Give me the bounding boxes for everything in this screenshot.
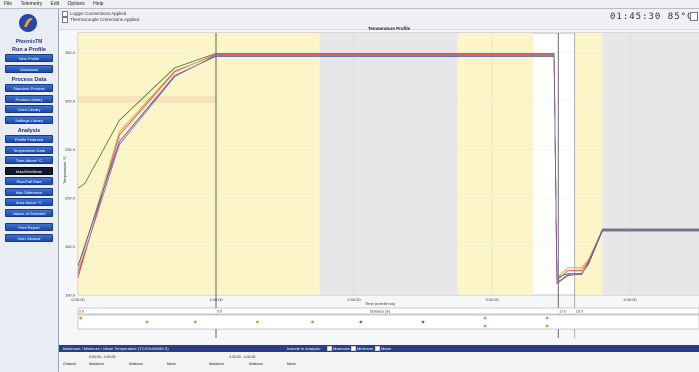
y-tick-label: 300.0 (65, 98, 76, 103)
x-tick-label: 1:00:00 (209, 297, 223, 302)
x-tick-label: 3:00:00 (485, 297, 499, 302)
group-2-header: 4:30:00 - 4:44:30 (229, 355, 256, 359)
col-max-2: Maximum (209, 362, 225, 366)
event-marker-0 (79, 316, 83, 320)
sidebar-button-area-above-c[interactable]: Area Above °C (5, 198, 53, 206)
y-tick-label: 250.0 (65, 147, 76, 152)
col-mean-2: Mean (287, 362, 296, 366)
x-tick-label: 0:00:00 (71, 297, 85, 302)
chart-title: Temperature Profile (368, 26, 411, 31)
temperature-profile-chart[interactable]: 100.0 150.0 200.0 250.0 300.0 350.0 0:00:00 1:0… (0, 0, 699, 344)
series-line-3 (77, 55, 699, 285)
y-tick-label: 150.0 (65, 244, 76, 249)
clock-time: 01:45:30 (610, 12, 662, 22)
sidebar-button-max-min-mean[interactable]: Max/Min/Mean (5, 166, 53, 175)
y-axis-label: Temperature °C (62, 156, 67, 184)
logger-corrections-checkbox[interactable]: Logger Connections Applied (62, 11, 126, 17)
phoenix-logo-icon (19, 14, 37, 32)
distance-axis-label: Distance (m) (370, 310, 390, 314)
sidebar-button-print-report[interactable]: Print Report (5, 223, 53, 231)
menu-edit[interactable]: Edit (50, 1, 60, 7)
distance-axis (77, 307, 699, 315)
clock-temp: 85°C (667, 12, 694, 22)
zone-yellow-1 (216, 33, 320, 295)
group-1-header: 0:00:00 - 4:30:00 (89, 355, 116, 359)
zone-yellow-3 (574, 33, 603, 295)
col-max-1: Maximum (89, 362, 105, 366)
menu-bar: File Telemetry Edit Options Help (0, 0, 699, 9)
zone-grey-0 (319, 33, 458, 295)
section-process-data: Process Data (11, 77, 47, 83)
menu-help[interactable]: Help (93, 1, 104, 7)
distance-tick-label: 18.0 (576, 310, 583, 314)
x-tick-label: 4:00:00 (623, 297, 637, 302)
series-line-4 (77, 54, 699, 284)
col-mean-1: Mean (167, 362, 176, 366)
top-strip (59, 9, 699, 29)
event-strip (77, 314, 699, 330)
x-axis-label: Time (mm:hh:ss) (365, 301, 396, 306)
event-marker-5 (359, 320, 363, 324)
zone-yellow-2 (457, 33, 534, 295)
option-minimum[interactable]: Minimum (351, 345, 373, 352)
sidebar-button-max-difference[interactable]: Max Difference (5, 187, 53, 196)
y-tick-label: 200.0 (65, 195, 76, 200)
bottom-title: Maximum / Minimum / Mean Temperature (TC… (63, 346, 169, 351)
clock-box (690, 12, 698, 21)
event-marker-1 (145, 320, 149, 324)
highlight-band (78, 96, 216, 103)
clock-readout: 01:45:30 85°C (610, 12, 693, 22)
options-label: Include in Analysis: (287, 346, 322, 351)
sidebar-button-profile-features[interactable]: Profile Features (5, 135, 53, 143)
sidebar-button-download[interactable]: Download (5, 64, 53, 73)
col-min-2: Minimum (249, 362, 264, 366)
event-marker-10 (545, 324, 549, 328)
y-tick-label: 350.0 (65, 50, 76, 55)
sidebar-button-settings-library[interactable]: Settings Library (5, 115, 53, 124)
option-mean[interactable]: Mean (375, 345, 391, 352)
thermocouple-corrections-checkbox[interactable]: Thermocouple Corrections Applied (62, 17, 139, 23)
sidebar-button-oven-library[interactable]: Oven Library (5, 105, 53, 113)
event-marker-2 (193, 320, 197, 324)
sidebar-button-new-profile[interactable]: New Profile (5, 54, 53, 62)
zone-grey-1 (602, 33, 699, 295)
sidebar-button-rise-fall-rate[interactable]: Rise/Fall Rate (5, 177, 53, 185)
event-marker-8 (483, 324, 487, 328)
distance-tick-label: 5.0 (217, 310, 222, 314)
event-marker-6 (421, 320, 425, 324)
col-min-1: Minimum (129, 362, 144, 366)
event-marker-9 (545, 316, 549, 320)
section-run-profile: Run a Profile (12, 47, 46, 53)
option-maximum[interactable]: Maximum (327, 345, 350, 352)
menu-telemetry[interactable]: Telemetry (20, 1, 43, 7)
x-tick-label: 2:00:00 (347, 297, 361, 302)
section-analysis: Analysis (17, 128, 41, 134)
col-channel: Channel (63, 362, 77, 366)
sidebar-button-values-at-selected[interactable]: Values at Selected (5, 208, 53, 217)
y-tick-label: 100.0 (65, 293, 76, 298)
sidebar-button-temperature-data[interactable]: Temperature Data (5, 145, 53, 154)
event-marker-3 (256, 320, 259, 324)
distance-tick-label: 17.0 (559, 310, 566, 314)
brand-name: PhoenixTM (15, 39, 43, 45)
bottom-panel-header: Maximum / Minimum / Mean Temperature (TC… (59, 345, 699, 352)
menu-file[interactable]: File (4, 1, 13, 7)
sidebar-button-time-above-c[interactable]: Time Above °C (5, 156, 53, 164)
sidebar-button-product-library[interactable]: Product Library (5, 94, 53, 103)
sidebar-button-user-manual[interactable]: User Manual (5, 233, 53, 242)
event-marker-4 (311, 320, 314, 324)
event-marker-7 (483, 316, 487, 320)
distance-tick-label: 0.0 (79, 310, 84, 314)
menu-options[interactable]: Options (67, 1, 85, 7)
zone-yellow-0 (78, 33, 216, 295)
sidebar-button-standard-process[interactable]: Standard Process (5, 84, 53, 92)
